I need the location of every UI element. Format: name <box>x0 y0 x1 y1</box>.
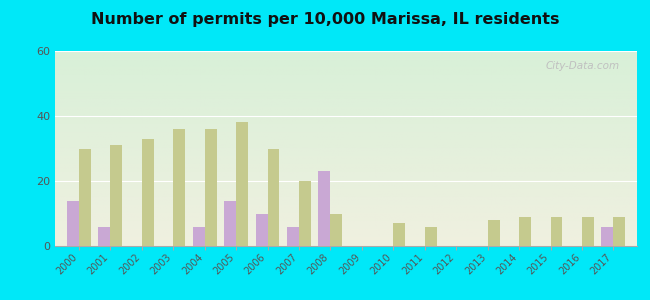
Bar <box>551 217 562 246</box>
Bar <box>582 217 594 246</box>
Bar <box>79 148 91 246</box>
Bar <box>98 226 110 246</box>
Bar <box>173 129 185 246</box>
Bar <box>192 226 205 246</box>
Bar <box>424 226 437 246</box>
Bar <box>268 148 280 246</box>
Bar <box>224 200 236 246</box>
Bar <box>299 181 311 246</box>
Bar <box>330 214 343 246</box>
Bar <box>519 217 531 246</box>
Bar <box>318 171 330 246</box>
Text: Number of permits per 10,000 Marissa, IL residents: Number of permits per 10,000 Marissa, IL… <box>91 12 559 27</box>
Bar <box>205 129 216 246</box>
Bar <box>236 122 248 246</box>
Bar <box>614 217 625 246</box>
Bar <box>287 226 299 246</box>
Bar <box>393 223 405 246</box>
Bar <box>255 214 268 246</box>
Bar <box>67 200 79 246</box>
Text: City-Data.com: City-Data.com <box>545 61 619 71</box>
Bar <box>488 220 500 246</box>
Bar <box>142 139 153 246</box>
Bar <box>601 226 614 246</box>
Bar <box>111 145 122 246</box>
